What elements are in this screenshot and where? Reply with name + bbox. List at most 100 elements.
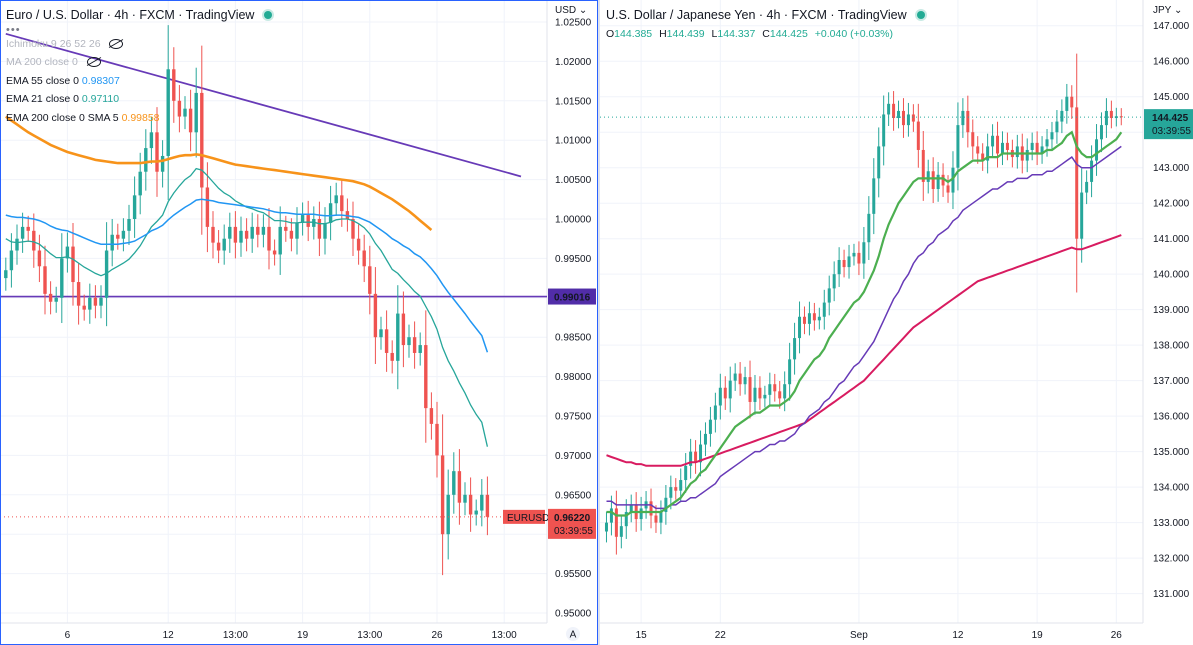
eurusd-chart-panel[interactable]: 1.02500 1.02000 1.01500 1.01000 1.00500 1.000…: [0, 0, 598, 645]
usdjpy-title: U.S. Dollar / Japanese Yen · 4h · FXCM ·…: [606, 8, 907, 22]
candle: [872, 158, 876, 235]
candle-body: [390, 352, 394, 361]
candle-body: [429, 408, 434, 424]
price-tick-label: 137.000: [1153, 376, 1190, 387]
eurusd-title: Euro / U.S. Dollar · 4h · FXCM · Trading…: [6, 8, 255, 22]
price-tick-label: 1.00000: [555, 215, 592, 226]
candle-body: [172, 69, 176, 101]
grid: [600, 0, 1143, 623]
candle: [452, 452, 456, 514]
symbol-tag-text: EURUSD: [507, 513, 549, 524]
candle: [976, 136, 980, 164]
auto-scale-button[interactable]: [566, 627, 580, 641]
candle-body: [43, 266, 47, 294]
price-tick-label: 1.01500: [555, 96, 592, 107]
candle: [261, 214, 266, 248]
candle-body: [817, 316, 821, 321]
price-tick-label: 142.000: [1153, 199, 1190, 210]
candle-body: [485, 494, 490, 517]
candle: [440, 414, 445, 576]
candle: [971, 119, 975, 160]
candle-body: [233, 226, 238, 243]
price-tick-label: 140.000: [1153, 270, 1190, 281]
candle-body: [54, 297, 58, 302]
time-axis[interactable]: 15 22 Sep 12 19 26: [636, 630, 1123, 641]
candle: [1030, 132, 1034, 161]
candle: [654, 505, 658, 533]
auto-scale-label: A: [570, 630, 577, 641]
candle: [116, 223, 120, 250]
usdjpy-chart-svg[interactable]: 147.000146.000145.000144.000143.000142.0…: [600, 0, 1193, 645]
candle-body: [822, 302, 826, 317]
candle-body: [93, 297, 98, 306]
candle-body: [71, 246, 75, 283]
price-tick-label: 1.01000: [555, 136, 592, 147]
candle: [412, 321, 417, 369]
candle: [289, 218, 294, 252]
candle: [753, 374, 757, 415]
candle: [379, 316, 383, 350]
candle: [926, 159, 930, 194]
candle-body: [783, 384, 787, 399]
candle: [295, 207, 299, 255]
candle-body: [334, 195, 338, 204]
hidden-eye-icon[interactable]: [86, 57, 101, 68]
candle: [356, 224, 361, 265]
candle-body: [1109, 110, 1113, 119]
candle: [211, 211, 215, 259]
price-tick-label: 131.000: [1153, 589, 1190, 600]
hidden-eye-icon[interactable]: [109, 38, 124, 49]
candle-body: [328, 203, 333, 223]
candle: [317, 201, 322, 257]
candle-body: [440, 455, 445, 535]
usdjpy-title-line: U.S. Dollar / Japanese Yen · 4h · FXCM ·…: [606, 6, 925, 25]
indicator-row[interactable]: EMA 21 close 0 0.97110: [6, 90, 272, 109]
indicator-row[interactable]: EMA 200 close 0 SMA 5 0.99858: [6, 109, 272, 128]
candle: [604, 511, 608, 543]
last-price-text: 0.96220: [554, 513, 591, 524]
eurusd-title-line: Euro / U.S. Dollar · 4h · FXCM · Trading…: [6, 6, 273, 25]
candle-body: [468, 494, 473, 515]
candle-body: [149, 132, 154, 149]
indicator-row[interactable]: MA 200 close 0: [6, 53, 272, 72]
candle: [703, 422, 707, 457]
indicator-row[interactable]: Ichimoku 9 26 52 26: [6, 35, 272, 54]
candle: [351, 201, 355, 257]
time-tick-label: 22: [715, 630, 727, 641]
candle-body: [768, 384, 772, 395]
candle: [689, 438, 693, 479]
candle-body: [837, 259, 841, 275]
ema55-line: [5, 198, 489, 353]
candle: [368, 245, 372, 315]
candle-body: [306, 215, 310, 227]
indicator-value: 0.98307: [81, 74, 120, 87]
price-tick-label: 0.96500: [555, 490, 592, 501]
indicator-row[interactable]: EMA 55 close 0 0.98307: [6, 72, 272, 91]
eurusd-chart-svg[interactable]: 1.02500 1.02000 1.01500 1.01000 1.00500 1.000…: [0, 0, 598, 645]
indicator-label: MA 200 close 0: [6, 56, 81, 69]
candle-body: [379, 329, 383, 338]
price-tick-label: 0.97500: [555, 412, 592, 423]
candle-body: [604, 522, 608, 532]
panel-divider[interactable]: [598, 0, 600, 645]
price-tick-label: 141.000: [1153, 234, 1190, 245]
candle-body: [1080, 192, 1084, 239]
candle: [32, 213, 36, 268]
price-tick-label: 143.000: [1153, 163, 1190, 174]
usdjpy-chart-panel[interactable]: 147.000146.000145.000144.000143.000142.0…: [600, 0, 1193, 645]
time-axis[interactable]: 6 12 13:00 19 13:00 26 13:00: [65, 630, 518, 641]
candle-body: [971, 132, 975, 147]
last-price-tag: [548, 508, 596, 539]
price-axis[interactable]: 147.000146.000145.000144.000143.000142.0…: [1153, 5, 1190, 600]
candle-body: [1025, 149, 1029, 161]
candle: [480, 479, 484, 527]
candle: [396, 285, 400, 390]
candle-body: [887, 103, 891, 115]
candle-body: [200, 92, 204, 188]
candle-body: [718, 387, 722, 406]
usdjpy-legend: U.S. Dollar / Japanese Yen · 4h · FXCM ·…: [606, 6, 925, 43]
candle: [278, 206, 282, 275]
legend-collapse-dots-icon[interactable]: •••: [6, 23, 21, 36]
candle: [758, 376, 762, 410]
